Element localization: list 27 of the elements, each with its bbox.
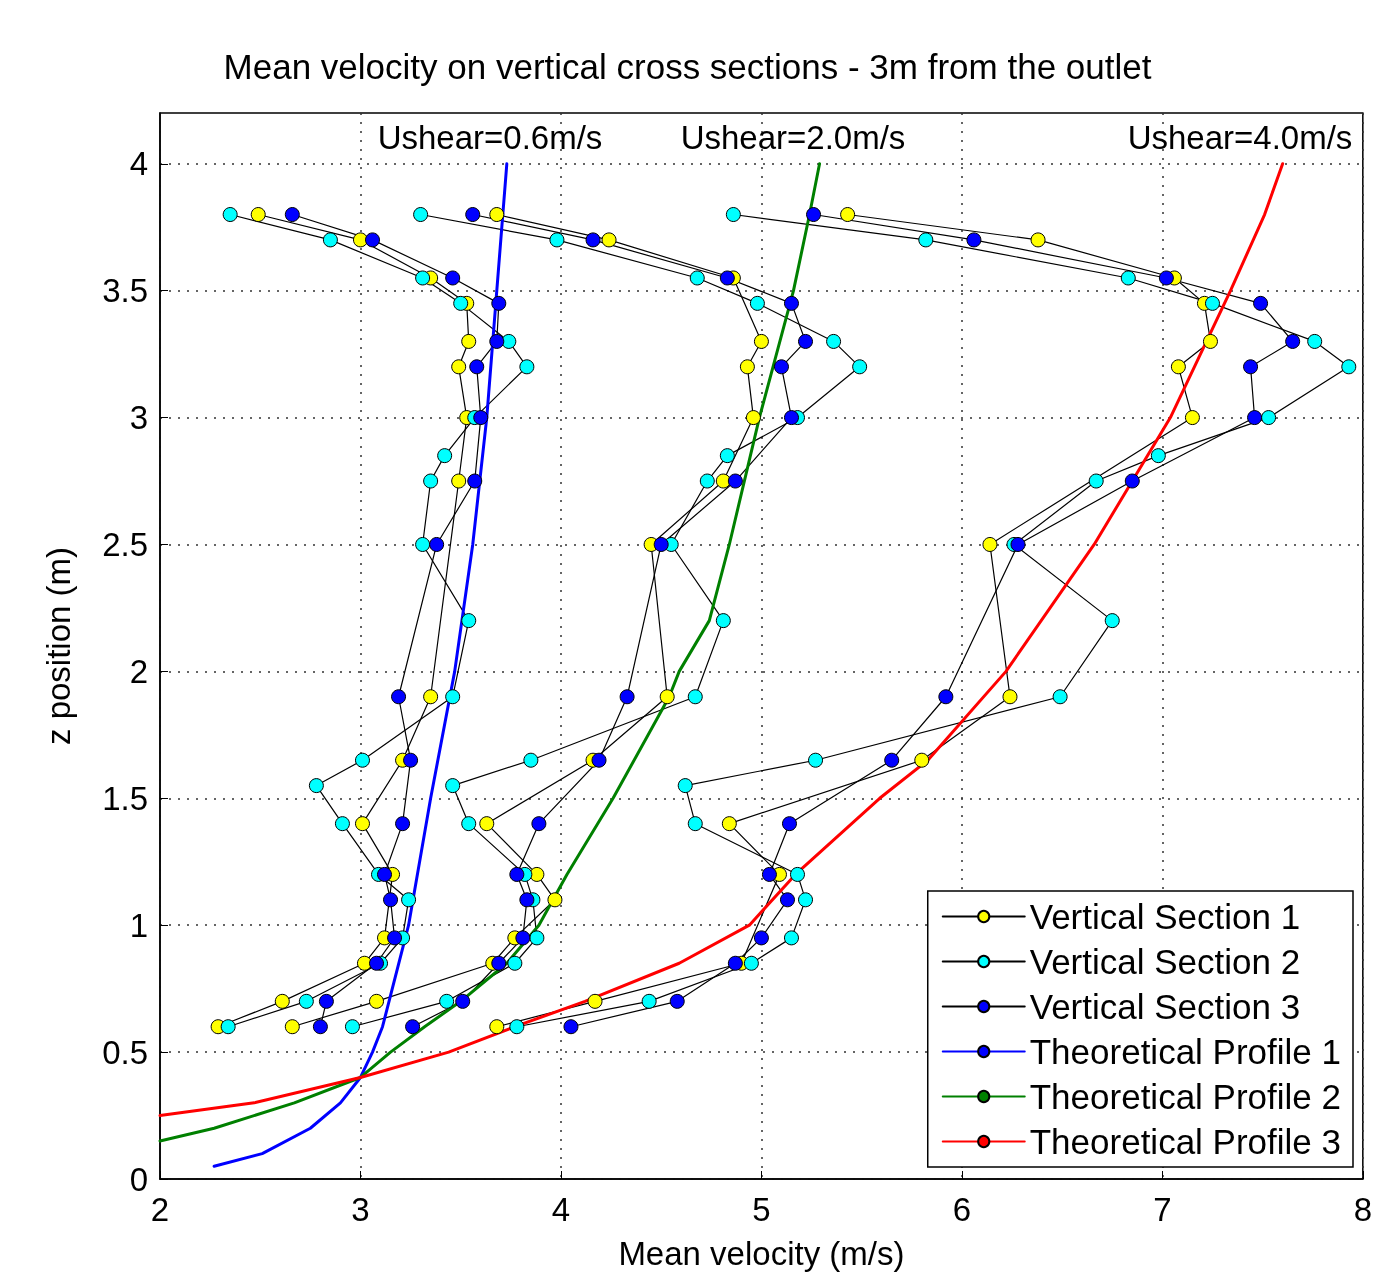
y-tick-label: 4: [129, 145, 148, 183]
y-axis-title: z position (m): [40, 546, 77, 746]
x-axis-title: Mean velocity (m/s): [618, 1235, 905, 1272]
y-tick-label: 3: [129, 399, 148, 437]
y-tick-label: 1: [129, 906, 148, 944]
legend-label: Vertical Section 2: [1029, 942, 1301, 981]
x-tick-label: 7: [1153, 1191, 1172, 1228]
y-tick-label: 2.5: [102, 525, 148, 563]
chart-title: Mean velocity on vertical cross sections - 3m from the outlet: [223, 47, 1152, 86]
y-tick-label: 0: [129, 1160, 148, 1198]
y-tick-label: 1.5: [102, 779, 148, 817]
x-tick-label: 4: [551, 1191, 571, 1228]
annotation: Ushear=4.0m/s: [1127, 118, 1353, 156]
legend-label: Vertical Section 1: [1029, 897, 1301, 936]
y-tick-label: 0.5: [102, 1033, 148, 1071]
x-tick-label: 8: [1353, 1191, 1372, 1228]
legend-label: Theoretical Profile 1: [1029, 1032, 1342, 1071]
legend-label: Vertical Section 3: [1029, 987, 1301, 1026]
x-tick-label: 6: [952, 1191, 972, 1228]
legend-label: Theoretical Profile 3: [1029, 1122, 1342, 1161]
legend-label: Theoretical Profile 2: [1029, 1077, 1342, 1116]
annotation: Ushear=2.0m/s: [680, 118, 906, 156]
y-tick-label: 2: [129, 652, 148, 690]
y-tick-label: 3.5: [102, 272, 148, 310]
x-tick-label: 3: [351, 1191, 370, 1228]
x-tick-label: 5: [752, 1191, 771, 1228]
annotation: Ushear=0.6m/s: [377, 118, 603, 156]
